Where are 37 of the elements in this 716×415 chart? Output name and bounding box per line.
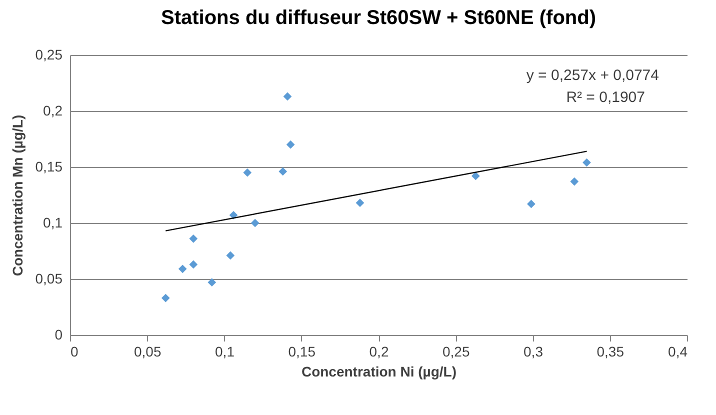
point — [356, 198, 364, 208]
point — [178, 264, 187, 274]
point — [527, 200, 536, 208]
point — [286, 140, 295, 149]
y-tick-label: 0,1 — [43, 214, 63, 230]
x-tick-label: 0,1 — [215, 344, 235, 360]
x-tick-label: 0,2 — [369, 344, 389, 360]
y-tick-label: 0,05 — [35, 270, 63, 286]
y-tick-label: 0 — [54, 326, 63, 342]
point — [189, 234, 198, 243]
point — [208, 278, 216, 287]
point — [570, 177, 579, 186]
x-tick-label: 0,25 — [442, 344, 470, 360]
x-tick-label: 0,35 — [596, 344, 624, 360]
point — [278, 167, 288, 176]
chart-title: Stations du diffuseur St60SW + St60NE (fond) — [160, 7, 596, 29]
point — [283, 92, 292, 101]
point — [250, 218, 260, 228]
x-tick-label: 0,05 — [134, 344, 162, 360]
x-tick-label: 0,15 — [288, 344, 316, 360]
x-tick-label: 0 — [70, 344, 78, 360]
y-tick-label: 0,15 — [35, 158, 63, 174]
x-tick-label: 0,3 — [524, 344, 544, 360]
y-tick-label: 0,25 — [35, 46, 63, 62]
point — [243, 168, 252, 177]
point — [229, 210, 238, 220]
point — [161, 294, 170, 302]
annotation: y = 0,257x + 0,0774 — [526, 67, 659, 84]
y-axis-title: Concentration Mn (µg/L) — [9, 114, 26, 276]
point — [226, 251, 235, 260]
x-axis-title: Concentration Ni (µg/L) — [301, 364, 457, 380]
point — [471, 172, 480, 180]
point — [582, 158, 591, 167]
x-tick-label: 0,4 — [668, 344, 688, 360]
y-tick-label: 0,2 — [43, 102, 63, 118]
annotation: R² = 0,1907 — [566, 89, 645, 106]
point — [189, 260, 198, 269]
